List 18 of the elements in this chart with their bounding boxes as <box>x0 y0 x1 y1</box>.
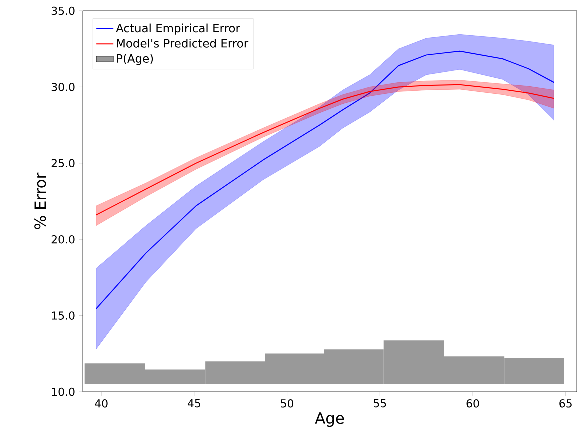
y-tick-label: 35.0 <box>52 6 75 16</box>
x-tick-label: 50 <box>281 400 294 408</box>
y-tick-label: 10.0 <box>52 388 75 396</box>
legend-label: Model's Predicted Error <box>117 38 249 48</box>
legend-label: P(Age) <box>117 54 154 66</box>
x-tick-label: 40 <box>95 400 108 408</box>
y-tick-label: 25.0 <box>52 159 75 168</box>
line-series <box>96 50 555 310</box>
x-tick-label: 45 <box>188 400 200 408</box>
legend-label: Actual Empirical Error <box>116 24 240 35</box>
x-axis-title: Age <box>315 412 344 428</box>
x-tick-label: 55 <box>374 400 386 408</box>
y-tick-label: 15.0 <box>52 312 75 320</box>
x-tick-label: 60 <box>466 400 480 408</box>
y-axis-title: % Error <box>34 172 46 230</box>
x-tick-label: 65 <box>560 400 572 408</box>
y-tick-label: 30.0 <box>52 83 75 92</box>
y-tick-label: 20.0 <box>52 235 75 244</box>
